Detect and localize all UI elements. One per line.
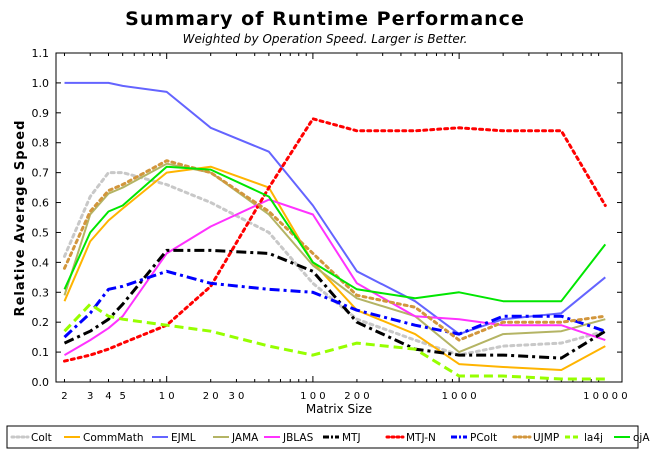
x-tick-label: 4: [105, 391, 111, 402]
x-tick-label: 3 0: [228, 391, 244, 402]
series-line-ejml: [64, 81, 606, 336]
x-tick-label: 2 0: [203, 391, 219, 402]
series-lines: [63, 81, 607, 381]
y-tick-label: 0.5: [32, 226, 50, 239]
x-tick-label: 1 0: [159, 391, 175, 402]
legend-label-pcolt: PColt: [470, 432, 497, 444]
legend-label-ojalgo: ojAlgo: [633, 432, 650, 444]
series-line-commmath: [63, 165, 606, 371]
series-line-jama: [63, 162, 606, 354]
y-tick-label: 0.1: [32, 346, 50, 359]
y-tick-label: 1.1: [32, 47, 50, 60]
legend: Colt CommMath EJML JAMA JBLAS MTJ MTJ-N PColt UJ…: [6, 425, 650, 449]
plot-axes: 0.0 0.1 0.2 0.3 0.4 0.5 0.6 0.7 0.8 0.9 1.0 1.1 2 3 4 5…: [32, 47, 628, 402]
y-tick-label: 0.4: [32, 256, 50, 269]
legend-label-ejml: EJML: [171, 432, 196, 444]
legend-frame: [6, 425, 639, 449]
y-tick-label: 1.0: [32, 77, 50, 90]
y-tick-label: 0.9: [32, 107, 50, 120]
y-tick-label: 0.3: [32, 286, 50, 299]
legend-label-mtj: MTJ: [342, 432, 361, 444]
legend-label-ujmp: UJMP: [533, 432, 559, 444]
y-tick-label: 0.7: [32, 167, 50, 180]
x-tick-label: 1 0 0 0 0: [583, 391, 628, 402]
y-tick-label: 0.0: [32, 376, 50, 389]
legend-label-commmath: CommMath: [83, 432, 143, 444]
y-tick-label: 0.8: [32, 137, 50, 150]
x-tick-label: 5: [119, 391, 125, 402]
x-tick-label: 1 0 0 0: [442, 391, 477, 402]
series-line-ujmp: [63, 159, 607, 342]
series-line-ojalgo: [63, 165, 607, 303]
chart-title: Summary of Runtime Performance: [125, 8, 525, 30]
legend-label-jblas: JBLAS: [282, 432, 314, 444]
series-line-la4j: [63, 302, 606, 381]
legend-label-la4j: la4j: [584, 432, 603, 444]
x-tick-label: 1 0 0: [300, 391, 325, 402]
series-line-mtj: [63, 248, 607, 360]
y-tick-label: 0.2: [32, 316, 50, 329]
legend-label-mtj-n: MTJ-N: [406, 432, 436, 444]
chart-subtitle: Weighted by Operation Speed. Larger is B…: [183, 32, 468, 46]
x-axis-label: Matrix Size: [306, 402, 372, 416]
y-axis-label: Relative Average Speed: [13, 120, 28, 317]
x-tick-label: 2 0 0: [344, 391, 369, 402]
series-line-mtj-n: [63, 117, 607, 363]
series-line-pcolt: [63, 269, 606, 339]
plot-frame: [55, 52, 623, 383]
y-tick-label: 0.6: [32, 197, 50, 210]
legend-label-jama: JAMA: [231, 432, 259, 444]
x-tick-label: 2: [61, 391, 67, 402]
legend-label-colt: Colt: [31, 432, 52, 444]
x-tick-label: 3: [87, 391, 93, 402]
series-line-colt: [63, 171, 607, 357]
